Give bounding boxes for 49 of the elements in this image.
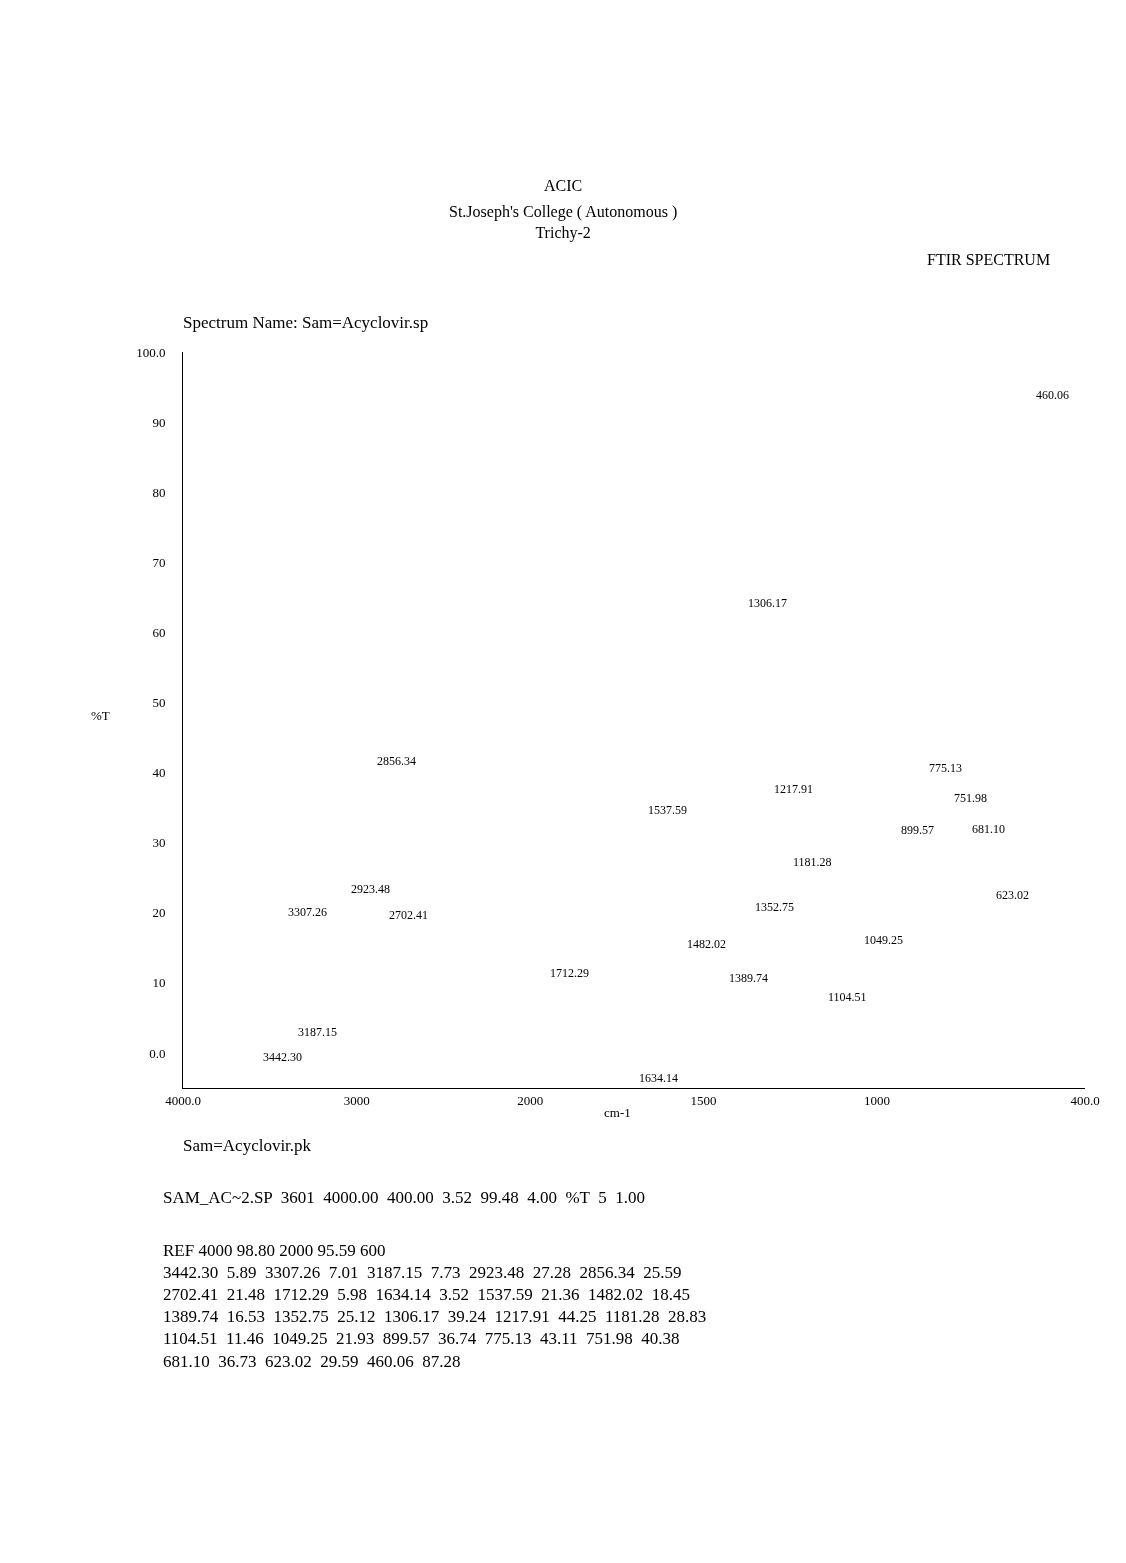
y-tick-label: 100.0 [136, 344, 166, 360]
y-tick-label: 0.0 [149, 1045, 166, 1061]
annotation: 1389.74 [729, 971, 768, 985]
y-tick-label: 20 [152, 905, 166, 921]
annotation: 2923.48 [351, 882, 390, 896]
annotation: 623.02 [996, 888, 1029, 902]
x-tick-label: 1500 [690, 1092, 717, 1108]
x-tick-label: 400.0 [1070, 1092, 1100, 1108]
y-tick-label: 80 [152, 484, 166, 500]
y-tick-label: 60 [152, 624, 166, 640]
annotation: 1104.51 [828, 990, 867, 1004]
annotation: 1181.28 [793, 855, 832, 869]
annotation: 681.10 [972, 822, 1005, 836]
chart-subtitle: St.Joseph's College ( Autonomous ) Trichy-2 [449, 203, 678, 242]
annotation: 2702.41 [389, 908, 428, 922]
annotation: 1634.14 [639, 1071, 678, 1085]
y-tick-label: 10 [152, 975, 166, 991]
annotation: 899.57 [901, 823, 934, 837]
annotation: 1482.02 [687, 937, 726, 951]
text: FTIR SPECTRUM [927, 251, 1051, 268]
annotation: 1049.25 [864, 933, 903, 947]
y-tick-label: 50 [152, 695, 166, 711]
y-tick-label: 90 [152, 414, 166, 430]
text: Spectrum Name: Sam=Acyclovir.sp [183, 313, 429, 332]
annotation: 1306.17 [748, 596, 787, 610]
annotation: 2856.34 [377, 754, 416, 768]
annotation: 1217.91 [774, 782, 813, 796]
annotation: 1537.59 [648, 803, 687, 817]
annotation: 1712.29 [550, 966, 589, 980]
x-tick-label: 3000 [343, 1092, 370, 1108]
chart-title: ACIC [544, 177, 583, 194]
annotation: 3187.15 [298, 1025, 337, 1039]
annotation: 1352.75 [755, 900, 794, 914]
y-tick-label: 70 [152, 554, 166, 570]
y-axis-title: %T [91, 708, 110, 723]
text: REF 4000 98.80 2000 95.59 600 3442.30 5.89 3307.26 7.01 3187.15 7.73 2923.48 27.28 2856.34 25.59 2702.41 21.48 1712.29 5.98 1634.14 3.52 1537.59 21.36 1482.02 18.45 1389.74 16.53 1352.75 25.12 1306.17 39.24 1217.91 44.25 1181.28 28.83 1104.51 11.46 1049.25 21.93 899.57 36.74 775.13 43.11 751.98 40.38 681.10 36.73 623.02 29.59 460.06 87.28 [163, 1241, 707, 1371]
text: SAM_AC~2.SP 3601 4000.00 400.00 3.52 99.48 4.00 %T 5 1.00 [163, 1188, 645, 1207]
x-axis-title: cm-1 [604, 1105, 631, 1120]
annotation: 751.98 [954, 791, 987, 805]
annotation: 3442.30 [263, 1050, 302, 1064]
x-tick-label: 2000 [517, 1092, 544, 1108]
y-tick-label: 40 [152, 765, 166, 781]
x-tick-label: 1000 [863, 1092, 890, 1108]
text: Sam=Acyclovir.pk [183, 1136, 312, 1155]
annotation: 3307.26 [288, 905, 327, 919]
annotation: 460.06 [1036, 388, 1069, 402]
x-tick-label: 4000.0 [165, 1092, 201, 1108]
y-tick-label: 30 [152, 835, 166, 851]
annotation: 775.13 [929, 761, 962, 775]
